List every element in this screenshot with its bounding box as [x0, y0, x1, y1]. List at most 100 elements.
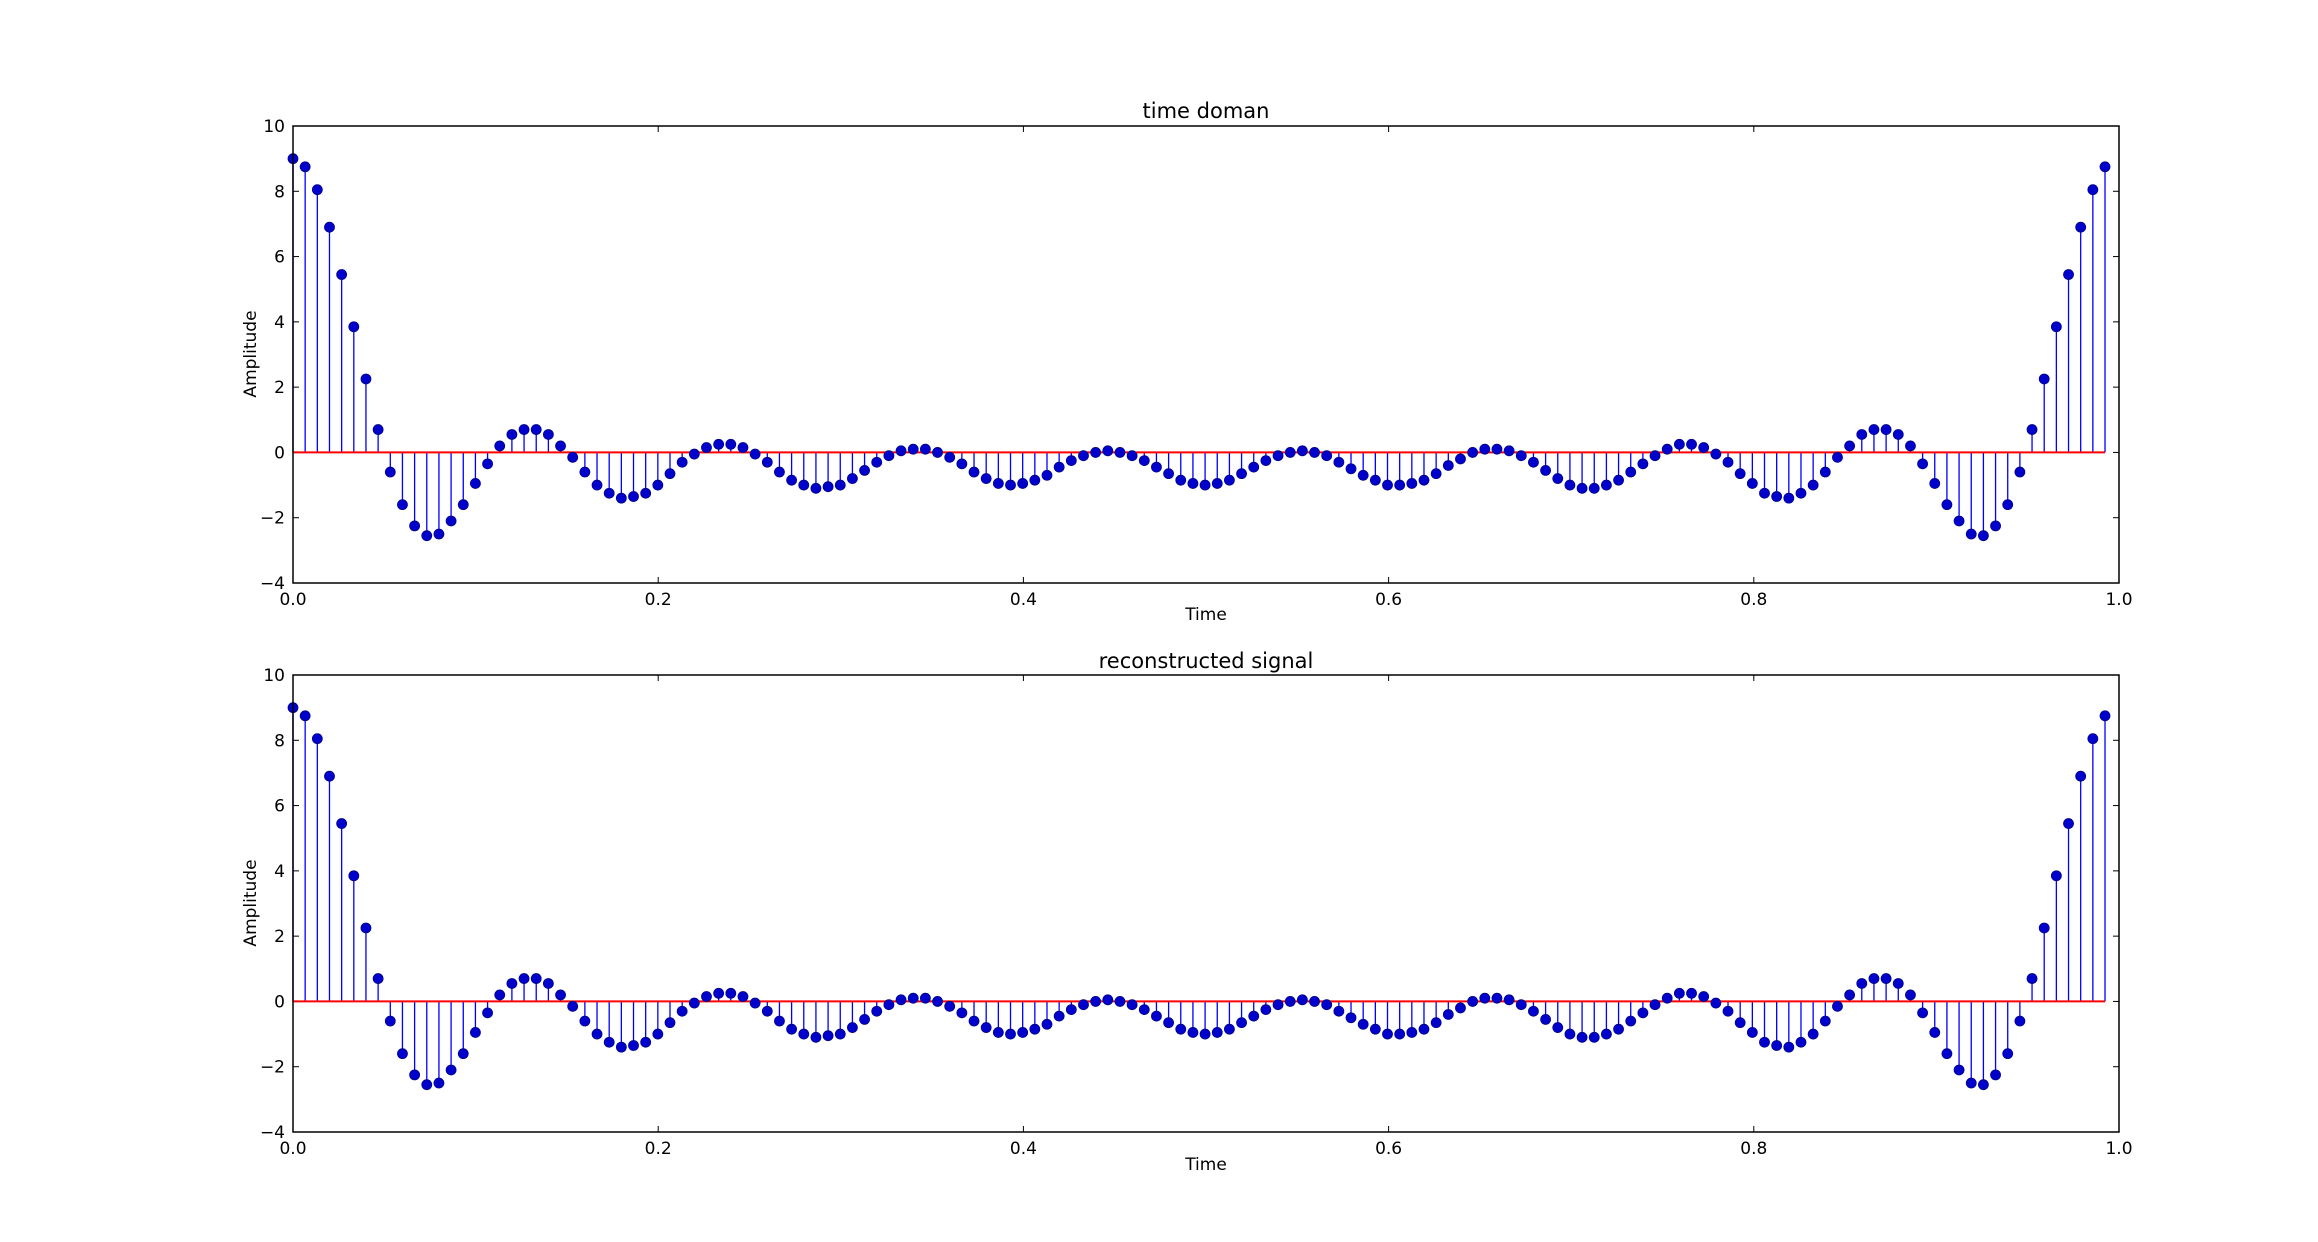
y-axis-label: Amplitude — [241, 310, 261, 397]
stem-marker — [1455, 1002, 1466, 1014]
stem-marker — [470, 478, 481, 489]
stem-marker — [591, 1028, 603, 1040]
stem-marker — [1601, 1028, 1612, 1040]
stem-marker — [2075, 770, 2087, 782]
stem-marker — [1528, 456, 1539, 468]
stem-marker — [810, 1031, 822, 1043]
stem-marker — [1868, 973, 1880, 984]
stem-marker — [360, 373, 372, 385]
stem-marker — [433, 1077, 445, 1089]
stem-marker — [336, 818, 348, 829]
stem-marker — [1673, 987, 1685, 999]
stem-marker — [615, 492, 627, 504]
stem-marker — [1199, 1028, 1211, 1040]
stem-marker — [1078, 450, 1089, 462]
stem-marker — [360, 922, 372, 934]
stem-marker — [482, 1007, 493, 1019]
stem-marker — [1540, 1013, 1551, 1025]
stem-marker — [652, 1028, 664, 1040]
stem-marker — [761, 1005, 773, 1017]
stem-marker — [1673, 438, 1685, 450]
stem-marker — [1029, 1023, 1041, 1035]
stem-marker — [1515, 999, 1527, 1011]
stem-marker — [919, 992, 931, 1004]
stem-marker — [1783, 492, 1795, 504]
stem-marker — [883, 999, 895, 1011]
stem-marker — [713, 438, 725, 450]
stem-marker — [1832, 451, 1843, 463]
stem-marker — [494, 440, 506, 452]
stem-marker — [1953, 1064, 1965, 1076]
stem-marker — [1564, 479, 1576, 491]
stem-marker — [1905, 440, 1916, 452]
x-tick-label: 0.6 — [1375, 1139, 1402, 1159]
stem-marker — [470, 1027, 481, 1038]
stem-marker — [1248, 1010, 1260, 1022]
stem-marker — [1759, 487, 1770, 499]
stem-marker — [555, 989, 566, 1001]
stem-marker — [311, 184, 323, 196]
stem-marker — [1625, 466, 1637, 478]
y-tick-label: 8 — [274, 182, 285, 202]
time-domain-plot: time doman 0.0 0.2 0.4 0.6 0.8 1.0 −4 −2 0 2 4 6 8 10… — [241, 99, 2133, 625]
stem-marker — [384, 1015, 396, 1027]
stem-marker — [1491, 992, 1503, 1004]
stem-marker — [1771, 1040, 1783, 1051]
stem-marker — [348, 321, 360, 333]
stem-marker — [1576, 482, 1588, 494]
stem-marker — [895, 445, 907, 457]
x-tick-label: 0.2 — [645, 590, 672, 610]
stem-marker — [1138, 455, 1150, 466]
stem-marker — [1296, 445, 1308, 457]
stem-marker — [1382, 479, 1393, 491]
stem-marker — [1588, 482, 1600, 494]
stem-marker — [907, 992, 919, 1004]
stem-marker — [1418, 474, 1430, 486]
stem-marker — [1795, 1036, 1807, 1048]
stem-marker — [1722, 1005, 1734, 1017]
stem-marker — [640, 1036, 652, 1048]
stem-marker — [348, 870, 360, 882]
stem-marker — [2063, 818, 2074, 829]
stem-marker — [1588, 1031, 1600, 1043]
stem-marker — [944, 451, 956, 463]
stem-marker — [324, 770, 335, 782]
stem-marker — [749, 997, 761, 1009]
stem-marker — [1053, 1010, 1065, 1022]
stem-marker — [1114, 996, 1126, 1007]
stem-marker — [640, 487, 652, 499]
stem-marker — [1978, 1079, 1989, 1091]
stem-marker — [2099, 710, 2111, 722]
stem-marker — [1406, 1027, 1418, 1038]
stem-marker — [944, 1000, 956, 1012]
stem-marker — [1734, 1017, 1746, 1029]
stem-marker — [1151, 1010, 1162, 1022]
stem-marker — [1941, 1048, 1953, 1060]
stem-marker — [2002, 499, 2014, 511]
stem-marker — [1041, 469, 1053, 481]
stem-marker — [1503, 994, 1515, 1006]
stem-marker — [847, 473, 858, 484]
stem-marker — [1005, 1028, 1016, 1040]
stem-marker — [2026, 973, 2038, 984]
stem-marker — [1345, 463, 1357, 475]
stem-marker — [336, 269, 348, 280]
stem-marker — [2014, 466, 2026, 478]
stem-marker — [1941, 499, 1953, 511]
stem-marker — [737, 991, 749, 1002]
stem-marker — [1236, 468, 1247, 480]
stem-marker — [1394, 479, 1406, 491]
y-tick-label: 2 — [274, 927, 285, 947]
x-tick-label: 0.0 — [279, 590, 306, 610]
y-tick-label: 10 — [263, 666, 285, 686]
stem-marker — [1029, 474, 1041, 486]
stem-marker — [1017, 478, 1029, 489]
stem-marker — [1467, 996, 1479, 1007]
stem-marker — [1369, 474, 1381, 486]
stem-marker — [1065, 1004, 1077, 1015]
stem-marker — [1284, 447, 1296, 458]
stem-marker — [1734, 468, 1746, 480]
stem-marker — [421, 1079, 433, 1091]
stem-marker — [1661, 992, 1673, 1004]
